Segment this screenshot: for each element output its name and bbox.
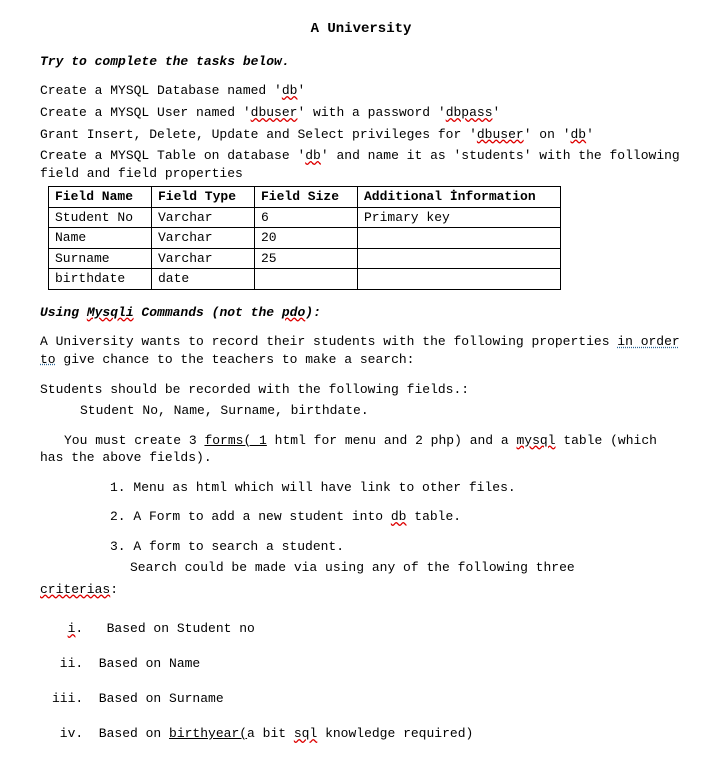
task-line-3: Grant Insert, Delete, Update and Select … (40, 126, 682, 144)
text: : (110, 582, 118, 597)
text: Grant Insert, Delete, Update and Select … (40, 127, 477, 142)
cell: 6 (255, 207, 358, 228)
text: Create a MYSQL Table on database ' (40, 148, 305, 163)
db-name: db (282, 83, 298, 98)
pdo-word: pdo (282, 305, 305, 320)
page-title: A University (40, 20, 682, 39)
list-item-1: 1. Menu as html which will have link to … (110, 479, 682, 497)
db-user: dbuser (477, 127, 524, 142)
list-item-2: 2. A Form to add a new student into db t… (110, 508, 682, 526)
roman-list: i. Based on Student no ii. Based on Name… (52, 602, 682, 760)
cell: birthdate (49, 269, 152, 290)
db-pass: dbpass (446, 105, 493, 120)
text: ' (493, 105, 501, 120)
mysqli-word: Mysqli (87, 305, 134, 320)
text: You must create 3 (64, 433, 204, 448)
forms-underline: forms( 1 (204, 433, 266, 448)
db-user: dbuser (251, 105, 298, 120)
section-subtitle: Using Mysqli Commands (not the pdo): (40, 304, 682, 322)
task-line-2: Create a MYSQL User named 'dbuser' with … (40, 104, 682, 122)
list-item-3-sub: Search could be made via using any of th… (130, 559, 682, 577)
table-row: Student No Varchar 6 Primary key (49, 207, 561, 228)
task-line-1: Create a MYSQL Database named 'db' (40, 82, 682, 100)
text: html for menu and 2 php) and a (267, 433, 517, 448)
text: . Based on Student no (75, 621, 254, 636)
cell: Surname (49, 248, 152, 269)
text: 2. A Form to add a new student into (110, 509, 391, 524)
sql-word: sql (294, 726, 317, 741)
text: ' (297, 83, 305, 98)
birthyear-underline: birthyear( (169, 726, 247, 741)
cell (358, 248, 561, 269)
task-line-4: Create a MYSQL Table on database 'db' an… (40, 147, 682, 182)
table-row: Name Varchar 20 (49, 228, 561, 249)
cell: Varchar (152, 207, 255, 228)
col-header: Field Name (49, 187, 152, 208)
intro-subtitle: Try to complete the tasks below. (40, 53, 682, 71)
cell: Student No (49, 207, 152, 228)
cell: Varchar (152, 228, 255, 249)
roman-i: i. Based on Student no (52, 620, 682, 638)
roman-iii: iii. Based on Surname (52, 690, 682, 708)
cell: Primary key (358, 207, 561, 228)
table-row: birthdate date (49, 269, 561, 290)
text: ): (305, 305, 321, 320)
col-header: Additional İnformation (358, 187, 561, 208)
text: Using (40, 305, 87, 320)
db-name: db (571, 127, 587, 142)
text: ' with a password ' (297, 105, 445, 120)
cell: date (152, 269, 255, 290)
criterias-line: criterias: (40, 581, 682, 599)
text: ' on ' (524, 127, 571, 142)
paragraph-3: You must create 3 forms( 1 html for menu… (40, 432, 682, 467)
cell: 20 (255, 228, 358, 249)
db-name: db (305, 148, 321, 163)
fields-list: Student No, Name, Surname, birthdate. (80, 402, 682, 420)
text: A University wants to record their stude… (40, 334, 617, 349)
cell (358, 269, 561, 290)
paragraph-2: Students should be recorded with the fol… (40, 381, 682, 399)
col-header: Field Type (152, 187, 255, 208)
mysql-word: mysql (517, 433, 556, 448)
text: table. (406, 509, 461, 524)
roman-iv: iv. Based on birthyear(a bit sql knowled… (52, 725, 682, 743)
text: a bit (247, 726, 294, 741)
db-word: db (391, 509, 407, 524)
text: Create a MYSQL User named ' (40, 105, 251, 120)
text: knowledge required) (317, 726, 473, 741)
roman-ii: ii. Based on Name (52, 655, 682, 673)
criterias-word: criterias (40, 582, 110, 597)
text: give chance to the teachers to make a se… (56, 352, 415, 367)
text: Commands (not the (134, 305, 282, 320)
text: iv. Based on (52, 726, 169, 741)
text: Create a MYSQL Database named ' (40, 83, 282, 98)
cell: Name (49, 228, 152, 249)
table-header-row: Field Name Field Type Field Size Additio… (49, 187, 561, 208)
fields-table: Field Name Field Type Field Size Additio… (48, 186, 561, 290)
text: ' (586, 127, 594, 142)
list-item-3: 3. A form to search a student. (110, 538, 682, 556)
col-header: Field Size (255, 187, 358, 208)
cell (358, 228, 561, 249)
cell (255, 269, 358, 290)
cell: 25 (255, 248, 358, 269)
paragraph-1: A University wants to record their stude… (40, 333, 682, 368)
table-row: Surname Varchar 25 (49, 248, 561, 269)
cell: Varchar (152, 248, 255, 269)
text: Search could be made via using any of th… (130, 560, 575, 575)
